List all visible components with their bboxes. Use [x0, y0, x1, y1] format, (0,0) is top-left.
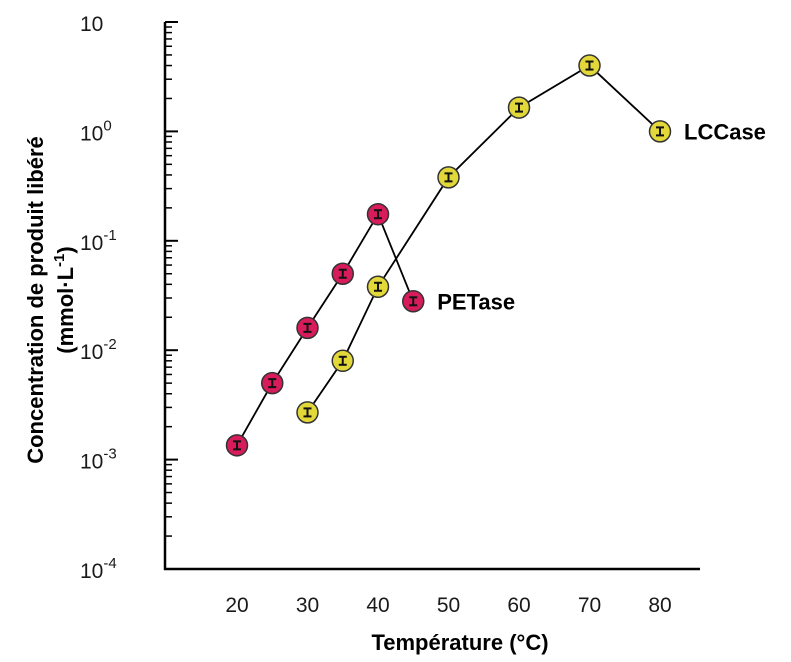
- axis-ticks: [165, 21, 178, 570]
- x-tick-label: 70: [578, 594, 601, 617]
- y-axis-title-line2: (mmol·L-1): [51, 246, 78, 353]
- x-tick-label: 30: [296, 594, 319, 617]
- x-tick-label: 50: [437, 594, 460, 617]
- y-tick-label: 10-4: [80, 555, 117, 583]
- y-axis-title-line1: Concentration de produit libéré: [23, 136, 48, 464]
- series-lines: [236, 64, 661, 446]
- x-tick-label: 60: [507, 594, 530, 617]
- series-label-lccase: LCCase: [684, 119, 766, 144]
- x-tick-label: 80: [648, 594, 671, 617]
- series-line-lccase: [306, 64, 661, 413]
- y-tick-label: 100: [80, 117, 112, 145]
- series-label-petase: PETase: [437, 289, 515, 314]
- y-tick-label: 10-2: [80, 336, 117, 364]
- y-axis-title: Concentration de produit libéré (mmol·L-1…: [23, 136, 78, 464]
- y-tick-label: 10-1: [80, 227, 117, 255]
- labels: 10 100 10-1 10-2 10-3 10-4 20 30 40 50 60 70 80 Tempé…: [23, 13, 766, 655]
- y-tick-label: 10: [80, 13, 103, 36]
- x-tick-label: 40: [366, 594, 389, 617]
- data-points: [225, 54, 672, 457]
- x-axis-title: Température (°C): [371, 630, 548, 655]
- series-line-petase: [236, 212, 415, 446]
- y-tick-label: 10-3: [80, 446, 117, 474]
- x-tick-label: 20: [225, 594, 248, 617]
